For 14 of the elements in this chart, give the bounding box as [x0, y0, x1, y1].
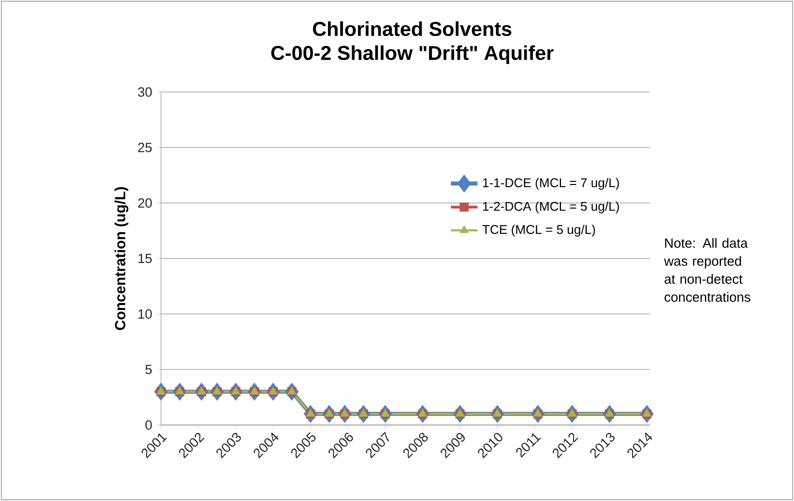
legend-label: 1-1-DCE (MCL = 7 ug/L) — [483, 178, 619, 190]
legend-label: 1-2-DCA (MCL = 5 ug/L) — [483, 202, 619, 214]
y-tick-label: 10 — [138, 309, 152, 319]
y-tick-label: 25 — [138, 142, 152, 152]
chart-title: Chlorinated Solvents — [312, 21, 512, 36]
y-axis-title: Concentration (ug/L) — [114, 187, 128, 330]
legend-label: TCE (MCL = 5 ug/L) — [482, 224, 595, 237]
y-tick-label: 30 — [138, 87, 152, 97]
chart-subtitle: C-00-2 Shallow "Drift" Aquifer — [271, 45, 554, 64]
y-tick-label: 0 — [145, 420, 152, 430]
y-tick-label: 20 — [138, 198, 152, 208]
y-tick-label: 15 — [138, 254, 152, 264]
y-tick-label: 5 — [145, 364, 152, 374]
text: Note: All data was reported at non-detect concentrations — [664, 238, 750, 302]
